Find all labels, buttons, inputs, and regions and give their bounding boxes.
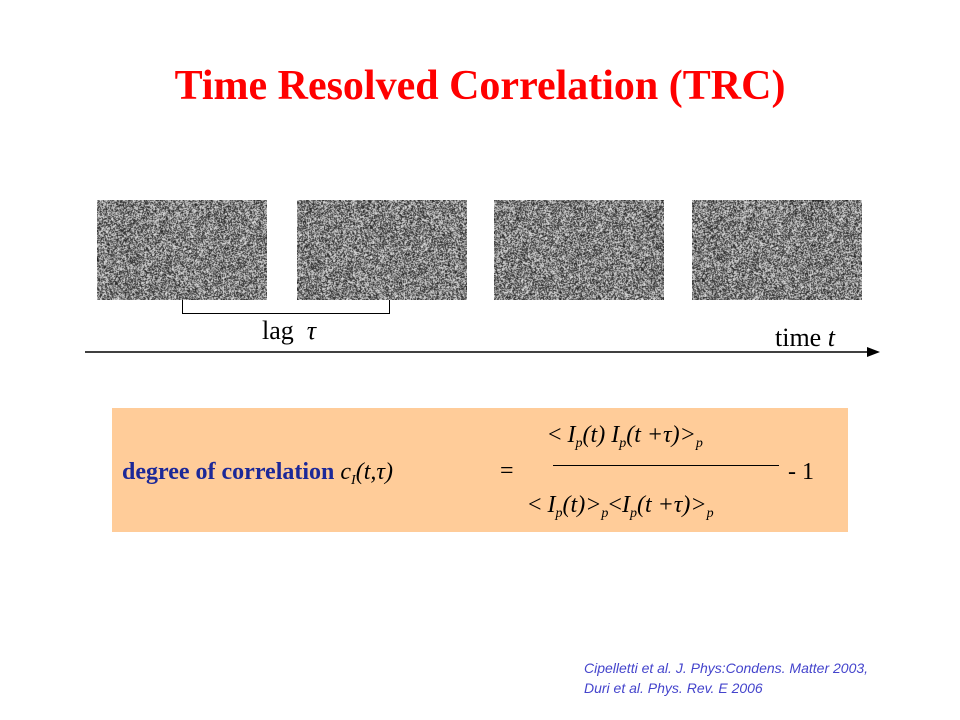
slide-title: Time Resolved Correlation (TRC) (174, 63, 786, 109)
formula-numerator: < Ip(t) Ip(t +τ)>p (548, 422, 703, 451)
formula-box (112, 408, 848, 532)
equals-sign: = (500, 458, 514, 484)
speckle-image-4 (692, 200, 862, 300)
citation-line: Cipelletti et al. J. Phys:Condens. Matte… (584, 660, 869, 676)
speckle-image-3 (494, 200, 664, 300)
lag-bracket (182, 300, 390, 314)
formula-denominator: < Ip(t)>p<Ip(t +τ)>p (528, 492, 714, 521)
time-label: time t (775, 323, 835, 352)
speckle-image-2 (297, 200, 467, 300)
lag-label: lag τ (262, 316, 317, 345)
correlation-label: degree of correlation cI(t,τ) (122, 459, 393, 488)
citation-line: Duri et al. Phys. Rev. E 2006 (584, 680, 763, 696)
citation: Cipelletti et al. J. Phys:Condens. Matte… (584, 658, 868, 698)
speckle-image-1 (97, 200, 267, 300)
minus-one: - 1 (788, 459, 814, 485)
fraction-line (553, 465, 779, 466)
